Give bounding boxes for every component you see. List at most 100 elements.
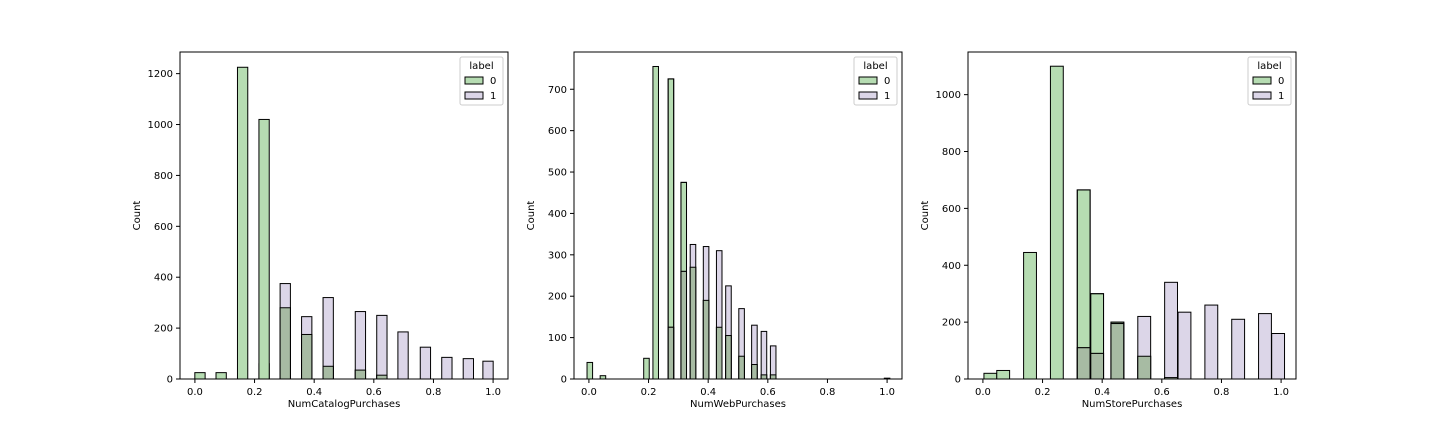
y-tick-label: 800 <box>942 147 961 158</box>
bar-overlap <box>689 266 697 380</box>
y-tick-label: 1200 <box>148 69 173 80</box>
axes-frame <box>179 51 509 380</box>
x-tick-label: 1.0 <box>1273 387 1289 398</box>
bar-overlap <box>667 326 675 380</box>
bar-overlap <box>1137 355 1152 380</box>
y-tick-label: 600 <box>548 126 567 137</box>
bar-overlap <box>760 374 768 380</box>
x-tick-label: 0.8 <box>820 387 836 398</box>
legend-title: label <box>863 61 887 72</box>
y-tick-label: 100 <box>548 333 567 344</box>
x-tick-label: 0.0 <box>187 387 203 398</box>
x-tick-label: 0.4 <box>306 387 322 398</box>
bar-label-0 <box>215 372 227 380</box>
bar-label-0 <box>643 357 650 380</box>
x-tick-label: 0.6 <box>366 387 382 398</box>
bar-label-0 <box>194 372 206 380</box>
bar-label-1 <box>1231 318 1246 380</box>
bar-overlap <box>1090 352 1105 380</box>
x-tick-label: 0.4 <box>1094 387 1110 398</box>
legend-title: label <box>469 61 493 72</box>
y-axis-label: Count <box>920 201 931 231</box>
bar-overlap <box>376 374 388 380</box>
y-tick-label: 700 <box>548 85 567 96</box>
y-tick-label: 1000 <box>148 120 173 131</box>
bar-overlap <box>702 299 710 380</box>
axes-frame <box>573 51 903 380</box>
x-tick-label: 0.2 <box>247 387 263 398</box>
chart-panel-NumWebPurchases: 0.0 0.2 0.4 0.6 0.8 1.0 0 100 200 300 400 500 600 700… <box>526 51 903 410</box>
legend-entry-0: 0 <box>490 76 496 87</box>
y-tick-label: 1000 <box>936 90 961 101</box>
y-tick-label: 400 <box>548 209 567 220</box>
bar-label-0 <box>258 118 270 380</box>
bar-label-1 <box>462 358 474 380</box>
y-tick-label: 400 <box>154 273 173 284</box>
x-tick-label: 0.8 <box>426 387 442 398</box>
bar-overlap <box>301 333 313 380</box>
y-tick-label: 0 <box>561 375 567 386</box>
legend-swatch-0 <box>858 76 878 85</box>
bar-label-1 <box>441 356 453 380</box>
bar-label-0 <box>236 66 249 380</box>
bar-overlap <box>725 335 732 380</box>
legend-entry-1: 1 <box>1278 91 1284 102</box>
y-tick-label: 400 <box>942 261 961 272</box>
y-axis-label: Count <box>132 201 143 231</box>
x-axis-label: NumStorePurchases <box>1082 399 1183 410</box>
axes-frame <box>967 51 1297 380</box>
x-tick-label: 0.2 <box>641 387 657 398</box>
legend-entry-0: 0 <box>884 76 890 87</box>
bar-label-0 <box>983 372 998 380</box>
bar-label-1 <box>769 345 777 380</box>
bar-overlap <box>738 355 745 380</box>
y-tick-label: 200 <box>942 318 961 329</box>
bar-label-0 <box>996 369 1011 380</box>
y-tick-label: 600 <box>942 204 961 215</box>
bar-label-0 <box>1049 65 1064 380</box>
x-tick-label: 0.8 <box>1214 387 1230 398</box>
bar-label-0 <box>652 65 659 380</box>
bar-overlap <box>322 365 334 380</box>
legend-swatch-1 <box>464 91 484 100</box>
bar-overlap <box>354 369 367 380</box>
legend-title: label <box>1257 61 1281 72</box>
x-tick-label: 0.0 <box>581 387 597 398</box>
x-tick-label: 1.0 <box>879 387 895 398</box>
bar-overlap <box>715 326 723 380</box>
legend-entry-1: 1 <box>490 91 496 102</box>
y-tick-label: 200 <box>548 292 567 303</box>
bar-overlap <box>279 307 291 380</box>
y-axis-label: Count <box>526 201 537 231</box>
legend-entry-0: 0 <box>1278 76 1284 87</box>
legend-swatch-0 <box>464 76 484 85</box>
bar-label-1 <box>1271 333 1286 380</box>
bar-label-1 <box>397 331 409 380</box>
y-tick-label: 800 <box>154 171 173 182</box>
y-tick-label: 0 <box>955 375 961 386</box>
x-axis-label: NumWebPurchases <box>690 399 786 410</box>
legend: label 0 1 <box>853 56 898 106</box>
bars <box>586 65 891 380</box>
x-tick-label: 0.0 <box>975 387 991 398</box>
bar-label-1 <box>1177 311 1192 380</box>
x-tick-label: 0.4 <box>700 387 716 398</box>
bar-overlap <box>751 364 758 380</box>
x-tick-label: 0.6 <box>1154 387 1170 398</box>
x-tick-label: 0.2 <box>1035 387 1051 398</box>
x-axis-label: NumCatalogPurchases <box>288 399 401 410</box>
bar-label-1 <box>1204 304 1219 380</box>
bar-overlap <box>680 270 688 380</box>
bar-label-1 <box>376 314 388 380</box>
legend-swatch-1 <box>858 91 878 100</box>
bar-label-0 <box>586 361 594 380</box>
bar-overlap <box>1076 347 1091 380</box>
bar-label-1 <box>1258 313 1272 380</box>
y-tick-label: 200 <box>154 324 173 335</box>
x-tick-label: 0.6 <box>760 387 776 398</box>
legend-swatch-0 <box>1252 76 1272 85</box>
bar-label-1 <box>482 360 494 380</box>
bar-label-1 <box>760 330 768 380</box>
bar-label-1 <box>354 311 367 380</box>
